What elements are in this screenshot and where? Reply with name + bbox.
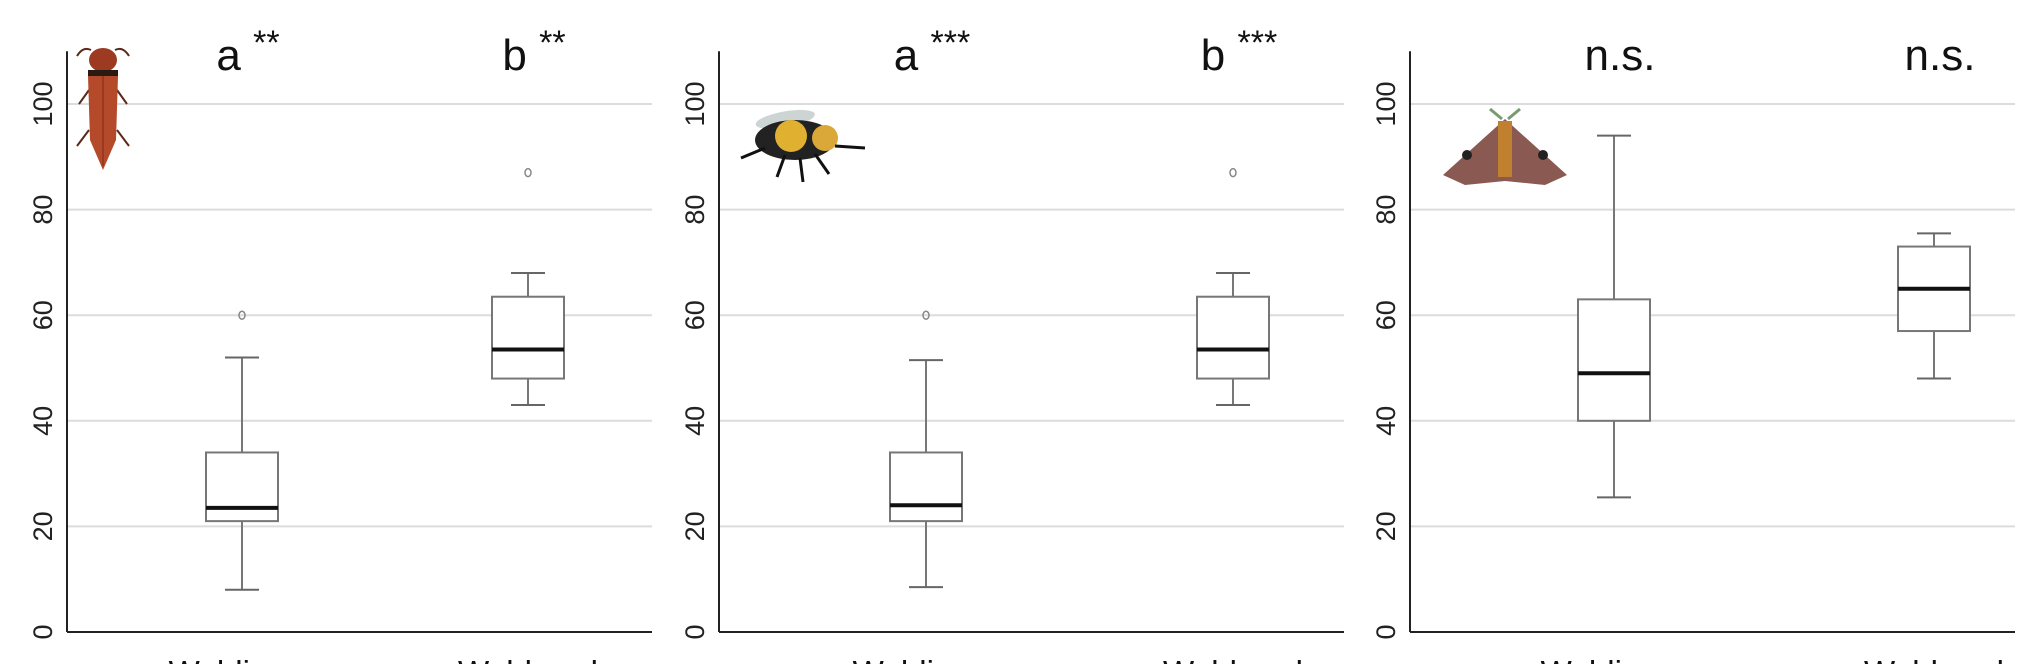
significance-annotation: n.s. — [1905, 31, 1976, 80]
x-tick-label: Waldrand — [1163, 654, 1303, 664]
bumblebee-icon — [740, 109, 866, 183]
outlier-point — [524, 167, 532, 178]
significance-stars: *** — [931, 24, 971, 62]
beetle-legs — [76, 47, 130, 147]
group-letter: b — [1201, 31, 1238, 80]
bee-thorax — [812, 125, 838, 151]
moth-eyespot — [1538, 150, 1548, 160]
y-tick-label: 100 — [28, 81, 58, 126]
iqr-box — [491, 295, 565, 380]
beetle-pronotum — [88, 70, 118, 76]
significance-stars: *** — [1238, 24, 1278, 62]
boxplot-panel-2: 0 20 40 60 80 100 Waldinnen a *** Waldrand b *** — [680, 24, 1344, 664]
group-letter: b — [502, 31, 539, 80]
boxplot-panel-3: 0 20 40 60 80 100 Waldinnen n.s. Waldrand n.s. — [1371, 31, 2015, 664]
y-tick-label: 60 — [1371, 300, 1401, 330]
box-waldrand: Waldrand b ** — [458, 24, 598, 664]
group-letter: a — [894, 31, 931, 80]
box-waldrand: Waldrand b *** — [1163, 24, 1303, 664]
x-tick-label: Waldinnen — [853, 654, 1008, 664]
iqr-box — [889, 451, 963, 523]
moth-body — [1498, 121, 1512, 177]
y-tick-label: 20 — [28, 511, 58, 541]
iqr-box — [1577, 298, 1651, 422]
x-tick-label: Waldinnen — [1541, 654, 1696, 664]
y-tick-label: 40 — [1371, 406, 1401, 436]
significance-annotation: b *** — [1201, 24, 1277, 80]
outlier-point — [238, 310, 246, 320]
outlier-point — [1229, 167, 1237, 178]
y-tick-label: 100 — [1371, 81, 1401, 126]
click-beetle-icon — [76, 47, 130, 170]
box-waldinnen: Waldinnen a *** — [853, 24, 1008, 664]
bee-wing — [755, 109, 815, 129]
moth-eyespot — [1462, 150, 1472, 160]
beetle-head — [89, 48, 117, 72]
y-tick-label: 40 — [28, 406, 58, 436]
y-tick-label: 20 — [1371, 511, 1401, 541]
bee-stripe — [775, 120, 807, 152]
significance-annotation: a *** — [894, 24, 970, 80]
y-tick-label: 60 — [680, 300, 710, 330]
moth-antennae — [1489, 107, 1521, 121]
significance-annotation: a ** — [216, 24, 279, 80]
x-tick-label: Waldinnen — [169, 654, 324, 664]
box-waldrand: Waldrand n.s. — [1864, 31, 2004, 664]
x-tick-label: Waldrand — [458, 654, 598, 664]
box-waldinnen: Waldinnen a ** — [169, 24, 324, 664]
y-tick-label: 80 — [1371, 195, 1401, 225]
y-tick-label: 0 — [28, 624, 58, 639]
significance-annotation: n.s. — [1585, 31, 1656, 80]
y-tick-label: 80 — [680, 195, 710, 225]
significance-stars: ** — [253, 24, 279, 62]
y-tick-label: 100 — [680, 81, 710, 126]
moth-icon — [1443, 107, 1567, 185]
y-tick-label: 80 — [28, 195, 58, 225]
boxplot-panel-1: 0 20 40 60 80 100 Waldinnen a ** Waldrand b ** — [28, 24, 652, 664]
bee-legs — [740, 144, 866, 183]
y-tick-label: 20 — [680, 511, 710, 541]
significance-stars: ** — [539, 24, 565, 62]
iqr-box — [1196, 295, 1270, 380]
y-tick-label: 0 — [680, 624, 710, 639]
y-tick-label: 60 — [28, 300, 58, 330]
x-tick-label: Waldrand — [1864, 654, 2004, 664]
significance-annotation: b ** — [502, 24, 565, 80]
y-tick-label: 40 — [680, 406, 710, 436]
iqr-box — [205, 451, 279, 523]
group-letter: a — [216, 31, 253, 80]
box-waldinnen: Waldinnen n.s. — [1541, 31, 1696, 664]
y-tick-label: 0 — [1371, 624, 1401, 639]
outlier-point — [922, 310, 930, 320]
